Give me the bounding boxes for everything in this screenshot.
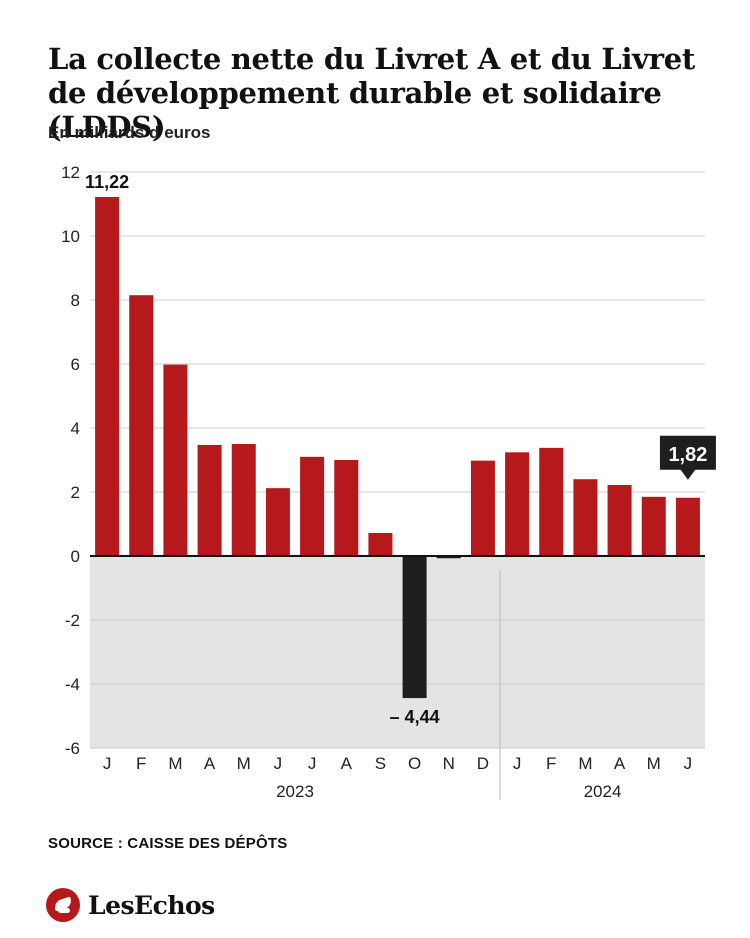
x-tick-label: J bbox=[103, 754, 112, 773]
bar bbox=[539, 447, 564, 556]
x-tick-label: F bbox=[136, 754, 146, 773]
y-tick-label: 0 bbox=[71, 547, 80, 566]
y-tick-label: -6 bbox=[65, 739, 80, 758]
value-label: 1,82 bbox=[668, 444, 707, 466]
bar bbox=[334, 460, 359, 556]
y-tick-label: 4 bbox=[71, 419, 80, 438]
bar bbox=[470, 460, 495, 556]
chart-subtitle: En milliards d’euros bbox=[48, 123, 211, 142]
x-tick-label: M bbox=[237, 754, 251, 773]
x-tick-label: J bbox=[274, 754, 283, 773]
negative-zone bbox=[90, 556, 705, 748]
x-tick-label: N bbox=[443, 754, 455, 773]
bar bbox=[163, 364, 188, 556]
x-tick-label: M bbox=[647, 754, 661, 773]
bar bbox=[436, 556, 461, 559]
x-tick-label: A bbox=[341, 754, 353, 773]
x-tick-label: M bbox=[578, 754, 592, 773]
x-tick-label: F bbox=[546, 754, 556, 773]
x-tick-label: J bbox=[513, 754, 522, 773]
value-label-box bbox=[659, 435, 716, 470]
bar bbox=[95, 196, 120, 556]
les-echos-logo: LesEchos bbox=[46, 888, 215, 922]
bar bbox=[300, 456, 325, 556]
bar bbox=[675, 497, 700, 556]
y-tick-label: 2 bbox=[71, 483, 80, 502]
x-tick-label: A bbox=[204, 754, 216, 773]
x-tick-label: D bbox=[477, 754, 489, 773]
value-label: – 4,44 bbox=[390, 707, 440, 727]
x-tick-label: S bbox=[375, 754, 386, 773]
bar bbox=[129, 295, 154, 556]
y-tick-label: 6 bbox=[71, 355, 80, 374]
logo-emblem-icon bbox=[46, 888, 80, 922]
bar bbox=[368, 532, 393, 556]
y-tick-label: -4 bbox=[65, 675, 80, 694]
bar bbox=[607, 484, 632, 556]
bar bbox=[402, 556, 427, 699]
x-tick-label: J bbox=[308, 754, 317, 773]
bar-chart: 12 10 8 6 4 2 0 -2 -4 -6 J F M A M J J A S O N D J F M A M J 2023 202… bbox=[61, 163, 716, 801]
bar bbox=[231, 444, 256, 556]
y-tick-label: 10 bbox=[61, 227, 80, 246]
logo-text: LesEchos bbox=[88, 890, 215, 920]
bar bbox=[265, 488, 290, 556]
bar bbox=[197, 444, 222, 556]
x-tick-label: M bbox=[168, 754, 182, 773]
y-tick-label: 12 bbox=[61, 163, 80, 182]
value-label-pointer bbox=[679, 468, 696, 480]
year-label: 2024 bbox=[584, 782, 622, 801]
x-tick-label: A bbox=[614, 754, 626, 773]
y-tick-label: 8 bbox=[71, 291, 80, 310]
x-tick-label: O bbox=[408, 754, 421, 773]
bar bbox=[505, 452, 530, 556]
source-note: SOURCE : CAISSE DES DÉPÔTS bbox=[48, 835, 288, 852]
bar bbox=[573, 479, 598, 556]
y-tick-label: -2 bbox=[65, 611, 80, 630]
chart-title: La collecte nette du Livret A et du Livr… bbox=[48, 42, 695, 144]
x-tick-label: J bbox=[684, 754, 693, 773]
value-label: 11,22 bbox=[85, 172, 129, 192]
bar bbox=[641, 496, 666, 556]
year-label: 2023 bbox=[276, 782, 314, 801]
